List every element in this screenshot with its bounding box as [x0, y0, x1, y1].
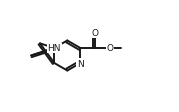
Text: HN: HN: [48, 44, 61, 53]
Text: N: N: [77, 59, 84, 68]
Text: O: O: [107, 44, 114, 53]
Text: O: O: [92, 29, 99, 38]
